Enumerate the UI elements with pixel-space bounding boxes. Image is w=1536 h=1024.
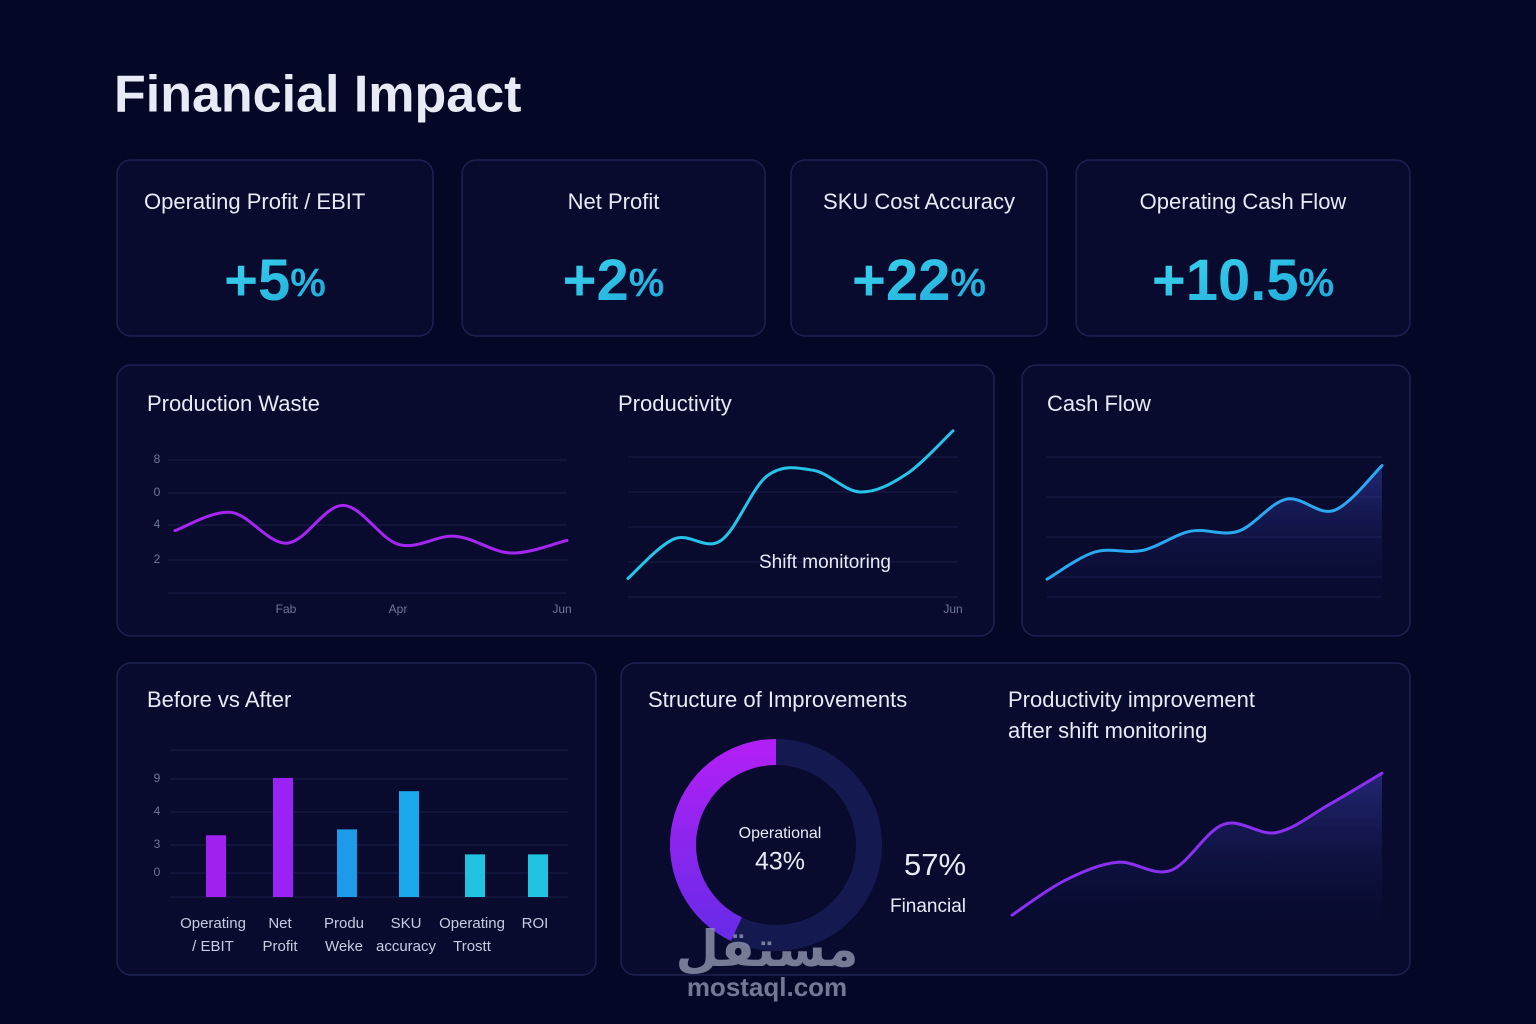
- kpi-number: +5: [224, 248, 290, 313]
- content: Operating Profit / EBIT +5% Net Profit +2% S…: [116, 159, 1411, 955]
- watermark-logo: مستقل: [676, 921, 859, 977]
- x-tick-label: Trostt: [453, 938, 492, 955]
- kpi-card: [461, 159, 766, 337]
- x-tick-label: Produ: [324, 915, 364, 932]
- kpi-card: [116, 159, 434, 337]
- kpi-value: +2%: [563, 248, 665, 313]
- y-tick-label: 0: [154, 865, 161, 879]
- x-tick-label: Operating: [180, 915, 246, 932]
- x-tick-label: Operating: [439, 915, 505, 932]
- page-title: Financial Impact: [114, 66, 521, 124]
- x-tick-label: Net: [268, 915, 292, 932]
- y-tick-label: 2: [154, 552, 161, 566]
- panel-title: Before vs After: [147, 687, 291, 712]
- segment-label: 43%: [755, 848, 805, 876]
- kpi-label: SKU Cost Accuracy: [823, 189, 1015, 214]
- annotation: Shift monitoring: [759, 552, 891, 573]
- kpi-number: +10.5: [1152, 248, 1299, 313]
- line: [1045, 464, 1384, 581]
- x-tick-label: Jun: [943, 602, 962, 616]
- line: [173, 503, 569, 555]
- bar: [465, 854, 485, 897]
- bar: [337, 829, 357, 897]
- bar: [273, 777, 293, 897]
- segment-name: Financial: [890, 896, 966, 917]
- bar: [206, 835, 226, 897]
- x-tick-label: accuracy: [376, 938, 437, 955]
- y-tick-label: 4: [154, 804, 161, 818]
- kpi-unit: %: [629, 261, 665, 305]
- bar: [528, 854, 548, 897]
- watermark-site: mostaql.com: [687, 972, 847, 1002]
- x-tick-label: SKU: [391, 915, 422, 932]
- kpi-value: +22%: [852, 248, 986, 313]
- panel-title: Production Waste: [147, 391, 320, 416]
- donut-segment: [670, 739, 777, 941]
- panel-title: Structure of Improvements: [648, 687, 907, 712]
- kpi-number: +2: [563, 248, 629, 313]
- kpi-card: [790, 159, 1048, 337]
- kpi-unit: %: [950, 261, 986, 305]
- kpi-label: Operating Cash Flow: [1140, 189, 1347, 214]
- bar: [399, 791, 419, 897]
- x-tick-label: Fab: [276, 602, 297, 616]
- panel-title: Productivity: [618, 391, 732, 416]
- panel-title: after shift monitoring: [1008, 718, 1207, 743]
- kpi-label: Operating Profit / EBIT: [144, 189, 365, 214]
- line: [1010, 771, 1384, 917]
- segment-name: Operational: [739, 825, 822, 842]
- y-tick-label: 8: [154, 452, 161, 466]
- x-tick-label: Apr: [389, 602, 408, 616]
- panel-title: Productivity improvement: [1008, 687, 1255, 712]
- kpi-unit: %: [1299, 261, 1335, 305]
- kpi-value: +5%: [224, 248, 326, 313]
- x-tick-label: ROI: [522, 915, 549, 932]
- line: [626, 429, 955, 580]
- kpi-number: +22: [852, 248, 950, 313]
- x-tick-label: / EBIT: [192, 938, 234, 955]
- x-tick-label: Profit: [262, 938, 298, 955]
- panel: [116, 364, 995, 637]
- y-tick-label: 3: [154, 837, 161, 851]
- x-tick-label: Weke: [325, 938, 363, 955]
- y-tick-label: 0: [154, 485, 161, 499]
- panel-title: Cash Flow: [1047, 391, 1151, 416]
- x-tick-label: Jun: [552, 602, 571, 616]
- kpi-value: +10.5%: [1152, 248, 1334, 313]
- kpi-label: Net Profit: [568, 189, 660, 214]
- kpi-unit: %: [290, 261, 326, 305]
- segment-label: 57%: [904, 847, 966, 882]
- kpi-card: [1075, 159, 1411, 337]
- y-tick-label: 4: [154, 517, 161, 531]
- y-tick-label: 9: [154, 771, 161, 785]
